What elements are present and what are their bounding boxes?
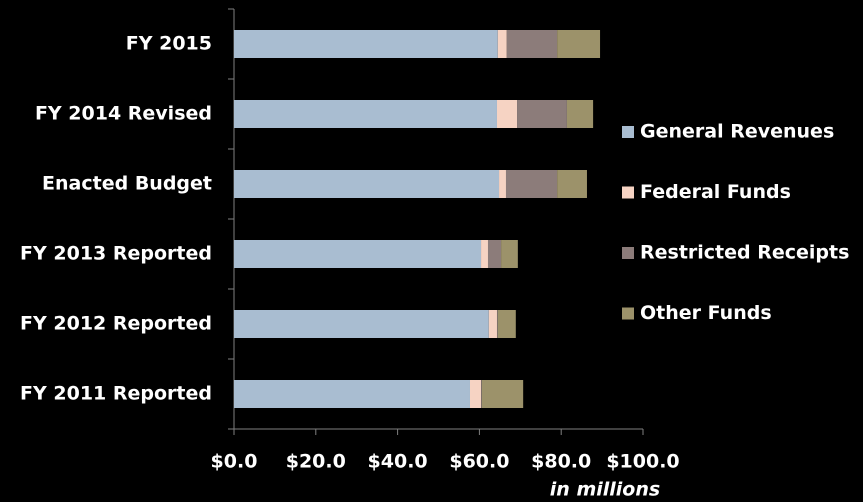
- x-tick-label: $40.0: [368, 451, 428, 473]
- bar-segment: [566, 100, 594, 128]
- legend-swatch: [622, 186, 634, 199]
- legend-label: General Revenues: [640, 121, 834, 143]
- bar-segment: [497, 30, 507, 58]
- legend-swatch: [622, 126, 634, 138]
- bar-segment: [505, 170, 558, 198]
- bar-segment: [481, 240, 488, 268]
- x-tick-label: $100.0: [606, 451, 679, 473]
- bar-segment: [487, 240, 502, 268]
- x-tick-label: $60.0: [449, 451, 509, 473]
- legend-swatch: [622, 307, 634, 320]
- bar-segment: [496, 100, 518, 128]
- legend-swatch: [622, 247, 634, 259]
- bar-segment: [234, 100, 497, 128]
- y-tick-label: FY 2014 Revised: [35, 103, 212, 125]
- bar-segment: [481, 380, 482, 408]
- bar-segment: [234, 170, 500, 198]
- bar-segment: [469, 380, 482, 408]
- legend-label: Restricted Receipts: [640, 242, 849, 264]
- bar-segment: [501, 240, 518, 268]
- bar-segment: [488, 310, 497, 338]
- x-tick-label: $20.0: [286, 451, 346, 473]
- bar-segment: [497, 310, 516, 338]
- y-tick-label: FY 2012 Reported: [20, 313, 212, 335]
- legend-label: Federal Funds: [640, 181, 791, 203]
- bar-segment: [499, 170, 506, 198]
- bar-segment: [496, 310, 498, 338]
- x-tick-label: $80.0: [531, 451, 591, 473]
- bar-segment: [557, 30, 601, 58]
- bar-segment: [234, 310, 489, 338]
- y-tick-label: FY 2011 Reported: [20, 383, 212, 405]
- bar-segment: [234, 380, 470, 408]
- bar-segment: [506, 30, 558, 58]
- y-tick-label: Enacted Budget: [42, 173, 212, 195]
- legend-label: Other Funds: [640, 302, 772, 324]
- bar-segment: [517, 100, 567, 128]
- bar-segment: [557, 170, 587, 198]
- y-tick-label: FY 2013 Reported: [20, 243, 212, 265]
- x-tick-label: $0.0: [211, 451, 258, 473]
- bar-segment: [234, 240, 482, 268]
- bar-segment: [481, 380, 524, 408]
- y-tick-label: FY 2015: [126, 33, 212, 55]
- bar-segment: [234, 30, 498, 58]
- x-axis-label: in millions: [550, 479, 660, 501]
